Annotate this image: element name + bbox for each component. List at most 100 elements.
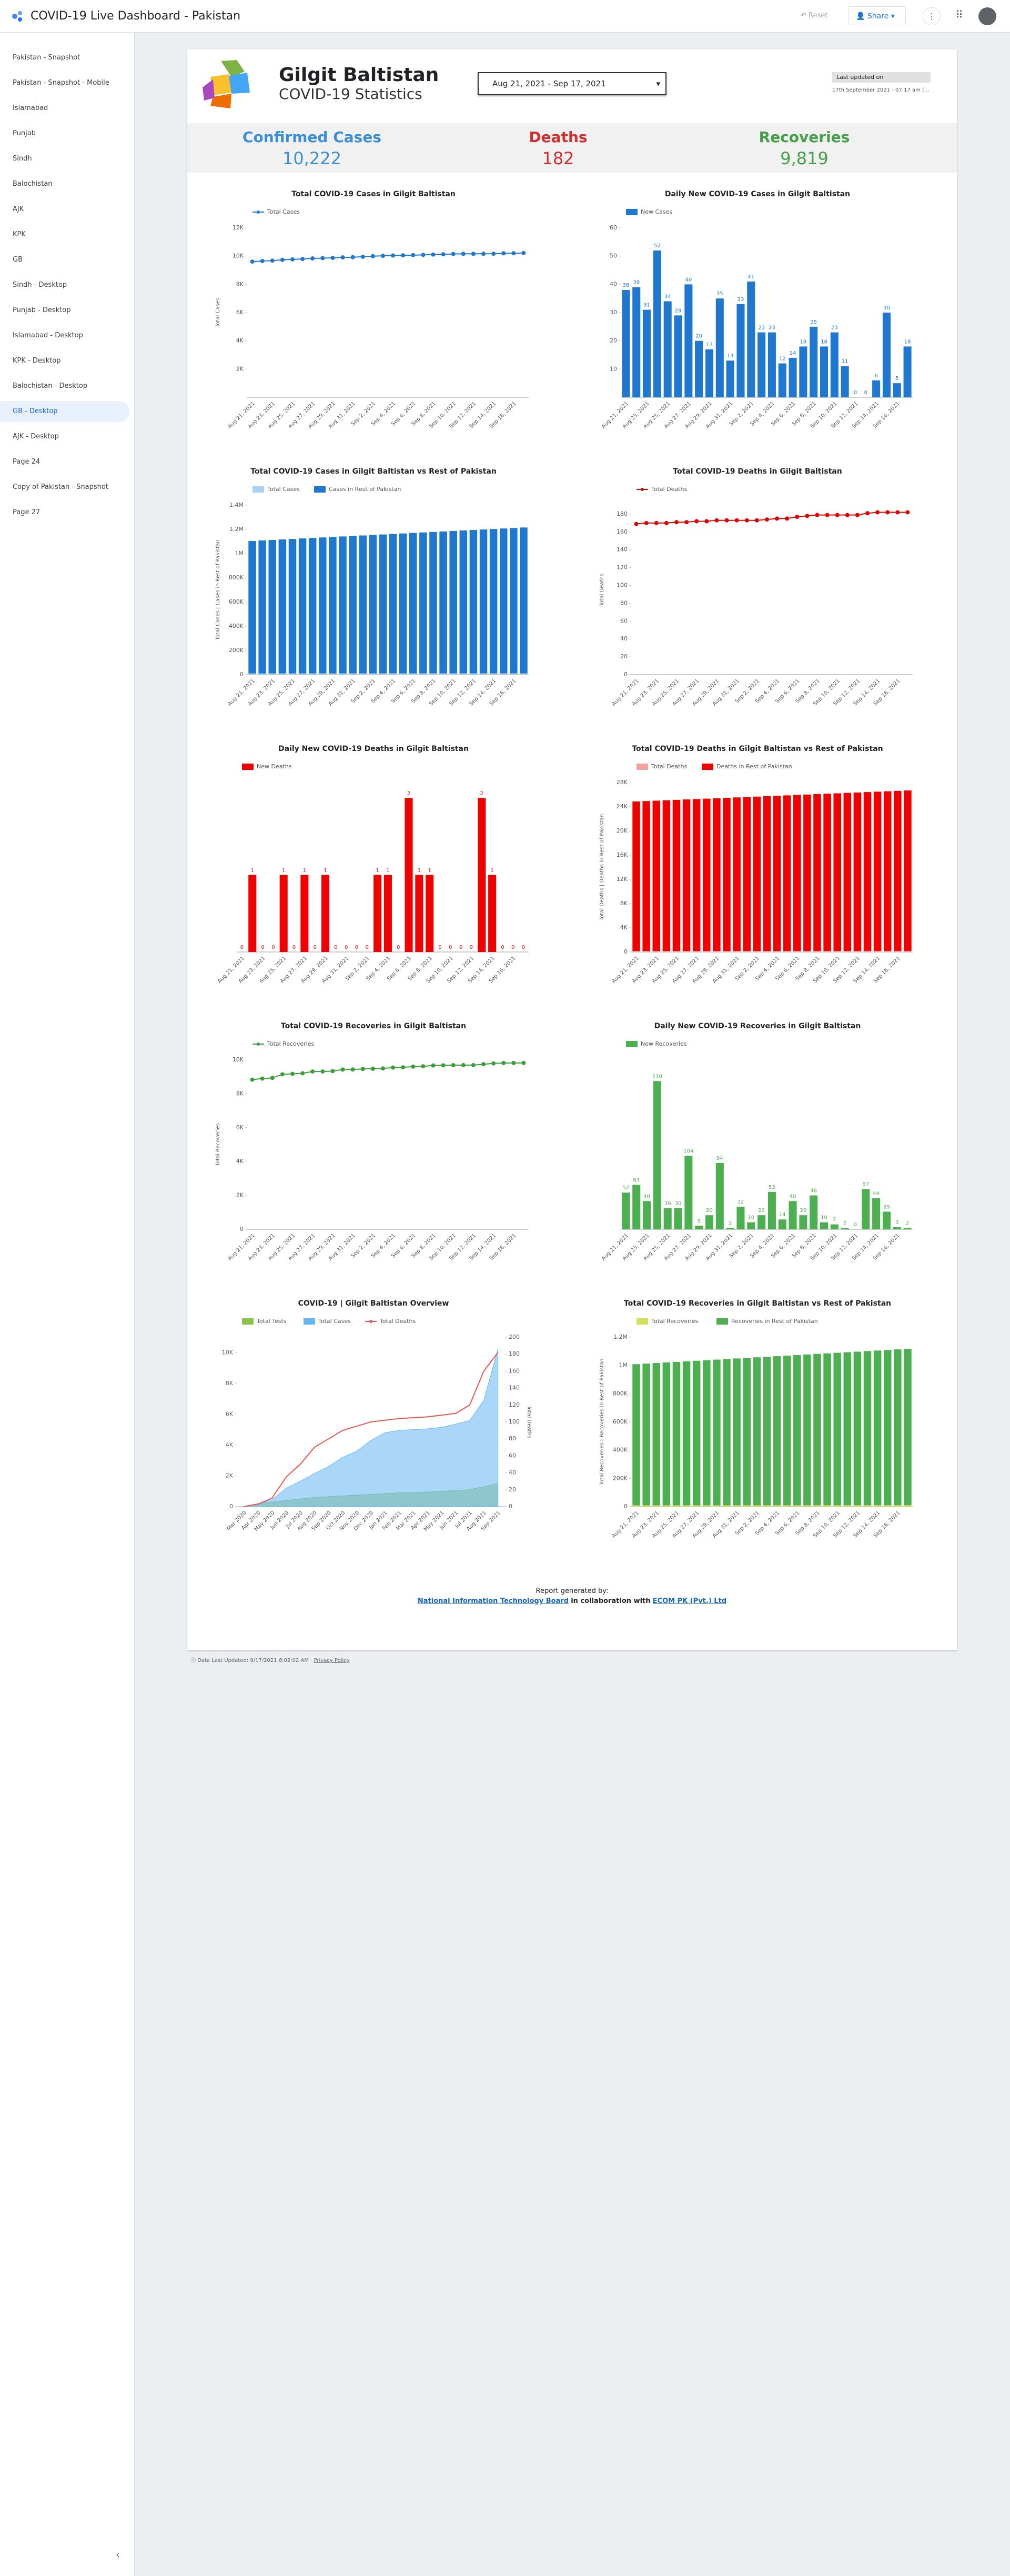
point <box>491 252 496 256</box>
page-link[interactable]: Pakistan - Snapshot <box>13 54 80 62</box>
data-label: 12 <box>779 356 786 362</box>
data-label: 20 <box>758 1208 765 1214</box>
data-label: 104 <box>683 1148 693 1154</box>
page-link[interactable]: Page 24 <box>13 458 41 466</box>
bar-segment <box>843 793 852 951</box>
chart: COVID-19 | Gilgit Baltistan Overview Tota… <box>222 1299 532 1532</box>
y-tick-label: 160 <box>509 1367 520 1374</box>
point <box>441 252 446 257</box>
credits-link[interactable]: National Information Technology Board <box>417 1597 569 1605</box>
bar <box>747 281 755 397</box>
point <box>451 252 456 256</box>
share-button[interactable]: 👤 Share ▾ <box>848 6 906 25</box>
page-link[interactable]: AJK - Desktop <box>13 433 59 440</box>
kpi-label: Confirmed Cases <box>242 128 381 146</box>
data-label: 10 <box>821 1215 827 1221</box>
bar-segment <box>520 527 528 674</box>
bar <box>758 1215 766 1229</box>
bar-segment <box>723 951 731 952</box>
bar-segment <box>773 950 781 952</box>
point <box>634 522 639 526</box>
page-link[interactable]: Sindh <box>13 155 32 163</box>
y-tick-label: 200 <box>509 1334 520 1340</box>
point <box>654 520 659 525</box>
bar <box>279 875 288 952</box>
bar-segment <box>459 530 468 674</box>
dropdown-arrow[interactable]: ▾ <box>656 79 660 88</box>
y-tick-label: 20K <box>617 827 628 834</box>
page-link[interactable]: Balochistan - Desktop <box>13 382 88 390</box>
reset-label[interactable]: Reset <box>809 12 828 19</box>
point <box>300 257 305 262</box>
y-tick-label: 10K <box>233 253 244 259</box>
data-label: 1 <box>386 868 389 874</box>
line <box>636 512 908 525</box>
privacy-link[interactable]: Privacy Policy <box>314 1658 350 1663</box>
bar-segment <box>823 1353 831 1506</box>
bar <box>684 1156 693 1229</box>
legend-label: Total Recoveries <box>651 1318 699 1325</box>
credits: Report generated by: National Informatio… <box>187 1587 957 1605</box>
chart: Daily New COVID-19 Deaths in Gilgit Balt… <box>217 745 529 985</box>
avatar[interactable] <box>978 7 996 25</box>
bar-segment <box>349 536 357 674</box>
reset-button[interactable]: ↶ Reset <box>801 12 828 19</box>
page-link[interactable]: AJK <box>13 205 24 213</box>
bar-segment <box>733 951 741 952</box>
bar-segment <box>439 531 447 674</box>
bar-segment <box>278 539 287 674</box>
page-link[interactable]: Islamabad <box>13 104 48 112</box>
page-link[interactable]: GB <box>13 256 23 264</box>
bar-segment <box>853 792 862 951</box>
page-link[interactable]: Punjab - Desktop <box>13 306 71 314</box>
app-title: COVID-19 Live Dashboard - Pakistan <box>31 9 241 23</box>
apps-button[interactable]: ⠿ <box>955 8 963 21</box>
kpi-value: 9,819 <box>780 148 829 168</box>
page-link[interactable]: Punjab <box>13 129 36 137</box>
page-link[interactable]: KPK <box>13 230 26 238</box>
page-link[interactable]: Page 27 <box>13 508 41 516</box>
bar-segment <box>713 951 721 952</box>
point <box>875 510 880 515</box>
bar-segment <box>873 791 882 951</box>
data-label: 1 <box>303 868 306 874</box>
sidebar: ‹ Pakistan - Snapshot Pakistan - Snapshot… <box>0 33 135 2576</box>
data-label: 48 <box>810 1188 817 1194</box>
bar-segment <box>743 1358 751 1506</box>
data-label: 14 <box>779 1212 786 1218</box>
bar-segment <box>319 537 327 674</box>
more-button[interactable]: ⋮ <box>923 7 941 25</box>
collapse-button[interactable]: ‹ <box>116 2548 120 2561</box>
bar <box>684 284 693 397</box>
credits-link[interactable]: ECOM PK (Pvt.) Ltd <box>652 1597 727 1605</box>
y-tick-label: 6K <box>236 309 244 316</box>
point <box>290 1071 295 1076</box>
legend-swatch <box>637 764 648 770</box>
page-link[interactable]: Pakistan - Snapshot - Mobile <box>13 79 109 87</box>
bar-segment <box>389 673 397 675</box>
chart: Total COVID-19 Cases in Gilgit Baltistan… <box>215 467 529 707</box>
y2-axis-label: Total Deaths <box>526 1405 532 1438</box>
data-label: 23 <box>831 325 838 331</box>
page-link[interactable]: Sindh - Desktop <box>13 281 67 289</box>
page-link[interactable]: KPK - Desktop <box>13 357 61 365</box>
page-link[interactable]: GB - Desktop <box>0 401 129 422</box>
page-link[interactable]: Copy of Pakistan - Snapshot <box>13 483 108 491</box>
y-tick-label: 800K <box>613 1390 628 1397</box>
y-tick-label: 8K <box>226 1380 234 1387</box>
share-label[interactable]: Share <box>867 12 889 21</box>
bar-segment <box>510 528 518 674</box>
bar-segment <box>662 951 671 952</box>
data-label: 44 <box>873 1191 880 1197</box>
page-link[interactable]: Islamabad - Desktop <box>13 332 83 339</box>
bar-segment <box>753 1357 761 1506</box>
bar <box>478 798 486 952</box>
point <box>451 1063 456 1068</box>
y-tick-label: 0 <box>624 948 628 955</box>
date-range-picker[interactable]: Aug 21, 2021 - Sep 17, 2021 ▾ <box>478 72 666 95</box>
bar-segment <box>268 673 277 675</box>
page-link[interactable]: Balochistan <box>13 180 53 188</box>
y-tick-label: 28K <box>617 779 628 786</box>
point <box>330 1069 335 1074</box>
date-range[interactable]: Aug 21, 2021 - Sep 17, 2021 <box>492 79 606 88</box>
